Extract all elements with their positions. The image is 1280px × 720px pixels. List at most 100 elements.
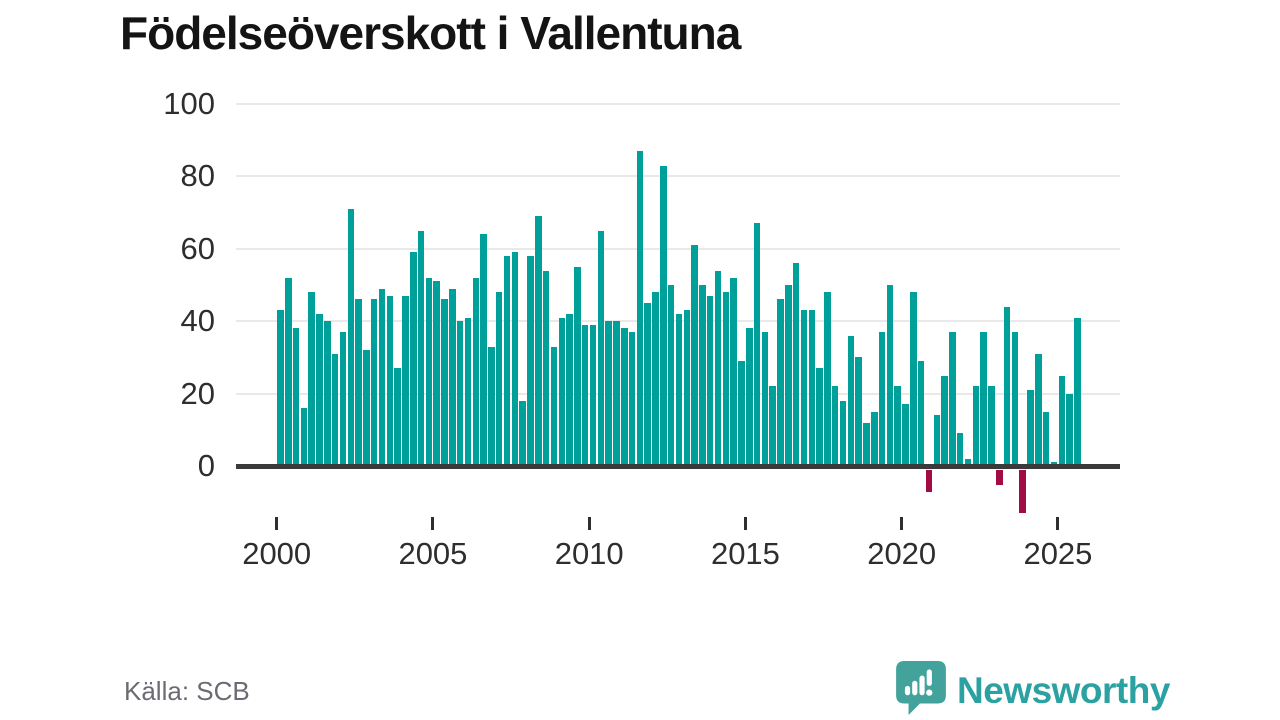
bar-2012-q4 bbox=[675, 313, 683, 466]
bar-2006-q1 bbox=[464, 317, 472, 466]
bar-2000-q4 bbox=[300, 408, 308, 466]
bar-2019-q3 bbox=[886, 285, 894, 466]
bar-2015-q3 bbox=[761, 332, 769, 466]
y-axis-label-80: 80 bbox=[180, 158, 215, 194]
bar-2021-q4 bbox=[956, 433, 964, 466]
bar-2025-q1 bbox=[1058, 375, 1066, 466]
bar-2014-q2 bbox=[722, 292, 730, 467]
bar-2015-q1 bbox=[746, 328, 753, 467]
bar-2024-q1 bbox=[1027, 389, 1034, 466]
bar-2000-q2 bbox=[285, 277, 292, 466]
bar-2016-q2 bbox=[785, 285, 792, 466]
y-axis-label-100: 100 bbox=[163, 86, 215, 121]
bar-2021-q1 bbox=[933, 415, 941, 466]
bar-2020-q3 bbox=[917, 361, 925, 467]
bar-2006-q4 bbox=[488, 346, 495, 467]
bar-2019-q1 bbox=[871, 411, 878, 466]
bar-2011-q1 bbox=[621, 328, 628, 467]
bar-2010-q4 bbox=[613, 321, 620, 466]
x-axis-tick-2000 bbox=[275, 517, 279, 530]
bar-2000-q1 bbox=[277, 310, 284, 467]
bar-2016-q4 bbox=[800, 310, 808, 467]
bar-2004-q4 bbox=[425, 277, 433, 466]
bar-2005-q1 bbox=[433, 281, 440, 466]
bar-2001-q4 bbox=[331, 353, 339, 466]
x-axis-tick-2005 bbox=[431, 517, 435, 530]
x-axis-tick-2010 bbox=[587, 517, 591, 530]
bar-2002-q4 bbox=[363, 350, 370, 466]
bar-2016-q1 bbox=[777, 299, 784, 466]
bar-2014-q3 bbox=[730, 277, 737, 466]
bar-2018-q1 bbox=[839, 400, 847, 467]
bar-2012-q2 bbox=[660, 165, 667, 467]
bar-2017-q4 bbox=[831, 386, 839, 466]
bar-2002-q3 bbox=[355, 299, 362, 466]
bar-2012-q1 bbox=[652, 292, 659, 467]
x-axis-label-2010: 2010 bbox=[554, 536, 624, 571]
bar-2003-q3 bbox=[386, 295, 394, 466]
bar-2011-q2 bbox=[628, 332, 636, 466]
bar-2010-q1 bbox=[589, 324, 597, 466]
gridline-80 bbox=[236, 175, 1120, 178]
bar-2000-q3 bbox=[292, 328, 300, 467]
bar-2019-q4 bbox=[894, 386, 901, 466]
bar-2016-q3 bbox=[792, 263, 800, 466]
bar-2009-q2 bbox=[566, 313, 573, 466]
bar-2014-q1 bbox=[714, 270, 722, 467]
x-axis-line bbox=[236, 464, 1120, 469]
bar-2011-q4 bbox=[644, 303, 651, 466]
bar-2005-q3 bbox=[449, 288, 456, 466]
source-label: Källa: SCB bbox=[124, 676, 250, 706]
bar-2004-q2 bbox=[410, 252, 417, 466]
x-axis-tick-2015 bbox=[743, 517, 747, 530]
bar-2013-q3 bbox=[699, 285, 706, 466]
y-axis-label-60: 60 bbox=[180, 230, 215, 266]
bar-2012-q3 bbox=[667, 285, 675, 466]
bar-2023-q3 bbox=[1011, 332, 1019, 466]
x-axis-tick-2020 bbox=[900, 517, 904, 530]
bar-2008-q4 bbox=[550, 346, 558, 467]
bar-2022-q3 bbox=[980, 332, 987, 466]
bar-2021-q2 bbox=[941, 375, 948, 466]
bar-2003-q1 bbox=[370, 299, 378, 466]
bar-2013-q2 bbox=[691, 245, 698, 466]
bar-2011-q3 bbox=[636, 151, 644, 466]
bar-2001-q2 bbox=[316, 313, 323, 466]
bar-2018-q2 bbox=[847, 335, 855, 466]
bar-2004-q3 bbox=[417, 230, 425, 466]
bar-2006-q3 bbox=[480, 234, 487, 466]
bar-2007-q4 bbox=[519, 400, 526, 467]
y-axis-label-40: 40 bbox=[180, 303, 215, 339]
bar-2001-q1 bbox=[308, 292, 315, 467]
bar-2003-q4 bbox=[394, 368, 401, 466]
y-axis-label-20: 20 bbox=[180, 375, 215, 411]
bar-2020-q4 bbox=[925, 470, 933, 492]
bar-2009-q1 bbox=[558, 317, 566, 466]
bar-2023-q1 bbox=[996, 470, 1003, 485]
bar-2002-q1 bbox=[339, 332, 347, 466]
bar-2009-q3 bbox=[574, 266, 581, 466]
bar-2010-q2 bbox=[597, 230, 605, 466]
bar-2010-q3 bbox=[605, 321, 612, 466]
bar-2025-q3 bbox=[1074, 317, 1081, 466]
bar-2019-q2 bbox=[878, 332, 886, 466]
bar-2007-q2 bbox=[503, 256, 511, 467]
bar-2021-q3 bbox=[949, 332, 956, 466]
newsworthy-wordmark: Newsworthy bbox=[957, 669, 1170, 711]
bar-2023-q4 bbox=[1019, 470, 1026, 514]
bar-2018-q3 bbox=[855, 357, 862, 466]
bar-2017-q1 bbox=[808, 310, 816, 467]
bar-2007-q3 bbox=[511, 252, 519, 466]
newsworthy-bubble-chart-icon bbox=[895, 660, 947, 720]
x-axis-label-2020: 2020 bbox=[867, 536, 937, 571]
x-axis-label-2025: 2025 bbox=[1023, 536, 1093, 571]
x-axis-label-2005: 2005 bbox=[398, 536, 468, 571]
bar-2024-q3 bbox=[1042, 411, 1050, 466]
bar-2009-q4 bbox=[581, 324, 589, 466]
bar-2015-q2 bbox=[753, 223, 761, 466]
bar-2022-q4 bbox=[988, 386, 995, 466]
x-axis-label-2015: 2015 bbox=[710, 536, 780, 571]
bar-2008-q2 bbox=[535, 216, 542, 467]
bar-2013-q4 bbox=[706, 295, 714, 466]
